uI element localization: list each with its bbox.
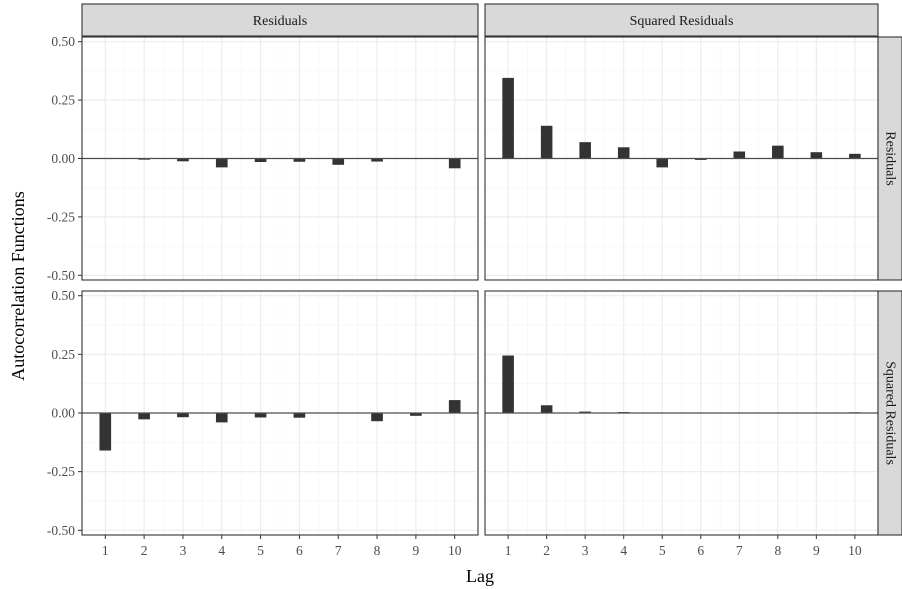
col-strip-label: Squared Residuals <box>630 14 734 29</box>
x-tick-label: 6 <box>296 543 303 558</box>
col-strip <box>81 3 479 37</box>
bar-p3-lag-6 <box>293 413 306 418</box>
y-tick-label: -0.50 <box>47 523 75 538</box>
bar-p2-lag-10 <box>849 153 861 159</box>
bar-p3-lag-3 <box>177 413 189 418</box>
bar-p4-lag-3 <box>579 411 591 413</box>
y-tick-label: 0.25 <box>51 347 75 362</box>
row-strip <box>877 36 902 281</box>
bar-p3-lag-9 <box>410 413 422 416</box>
x-tick-label: 1 <box>102 543 109 558</box>
bar-p2-lag-3 <box>579 142 591 159</box>
x-tick-label: 6 <box>697 543 704 558</box>
bar-p1-lag-4 <box>215 158 228 168</box>
bar-p1-lag-6 <box>293 158 306 162</box>
x-tick-label: 10 <box>848 543 862 558</box>
x-tick-label: 2 <box>141 543 148 558</box>
x-tick-label: 5 <box>659 543 666 558</box>
x-tick-label: 9 <box>813 543 820 558</box>
y-tick-label: 0.00 <box>51 406 75 421</box>
col-strip-label: Residuals <box>253 14 307 29</box>
bar-p1-lag-3 <box>177 158 189 162</box>
y-tick-label: 0.50 <box>51 34 75 49</box>
x-tick-label: 7 <box>335 543 342 558</box>
bar-p1-lag-5 <box>254 158 267 163</box>
bar-p3-lag-10 <box>448 400 461 413</box>
y-tick-label: 0.25 <box>51 93 75 108</box>
bar-p2-lag-9 <box>810 152 823 159</box>
x-tick-label: 5 <box>257 543 264 558</box>
x-tick-label: 2 <box>543 543 550 558</box>
bar-p3-lag-2 <box>138 413 150 420</box>
x-tick-label: 9 <box>413 543 420 558</box>
y-tick-label: 0.50 <box>51 288 75 303</box>
x-tick-label: 1 <box>505 543 512 558</box>
x-tick-label: 3 <box>582 543 589 558</box>
bar-p2-lag-2 <box>540 125 553 159</box>
x-tick-label: 3 <box>180 543 187 558</box>
col-strip <box>484 3 879 37</box>
x-tick-label: 8 <box>374 543 381 558</box>
bar-p2-lag-6 <box>694 158 707 160</box>
y-tick-label: 0.00 <box>51 151 75 166</box>
x-tick-label: 10 <box>448 543 462 558</box>
bar-p3-lag-5 <box>254 413 267 418</box>
row-strip <box>877 290 902 536</box>
bar-p4-lag-1 <box>502 355 514 413</box>
y-tick-label: -0.50 <box>47 268 75 283</box>
y-axis-title: Autocorrelation Functions <box>8 191 28 380</box>
bar-p3-lag-8 <box>371 413 383 422</box>
x-tick-label: 4 <box>218 543 225 558</box>
y-tick-label: -0.25 <box>47 209 75 224</box>
row-strip-label: Residuals <box>883 131 898 185</box>
bar-p4-lag-2 <box>540 405 553 413</box>
bar-p2-lag-7 <box>733 151 746 159</box>
x-tick-label: 8 <box>774 543 781 558</box>
bar-p1-lag-7 <box>332 158 345 165</box>
bar-p2-lag-4 <box>617 147 630 159</box>
bar-p2-lag-1 <box>502 77 514 159</box>
bar-p3-lag-4 <box>215 413 228 423</box>
x-tick-label: 7 <box>736 543 743 558</box>
y-tick-label: -0.25 <box>47 464 75 479</box>
row-strip-label: Squared Residuals <box>883 361 898 465</box>
x-tick-label: 4 <box>620 543 627 558</box>
bar-p2-lag-5 <box>656 158 669 168</box>
x-axis-title: Lag <box>466 566 494 586</box>
bar-p1-lag-10 <box>448 158 461 169</box>
bar-p1-lag-8 <box>371 158 383 162</box>
bar-p3-lag-1 <box>99 413 112 451</box>
bar-p2-lag-8 <box>772 145 784 159</box>
